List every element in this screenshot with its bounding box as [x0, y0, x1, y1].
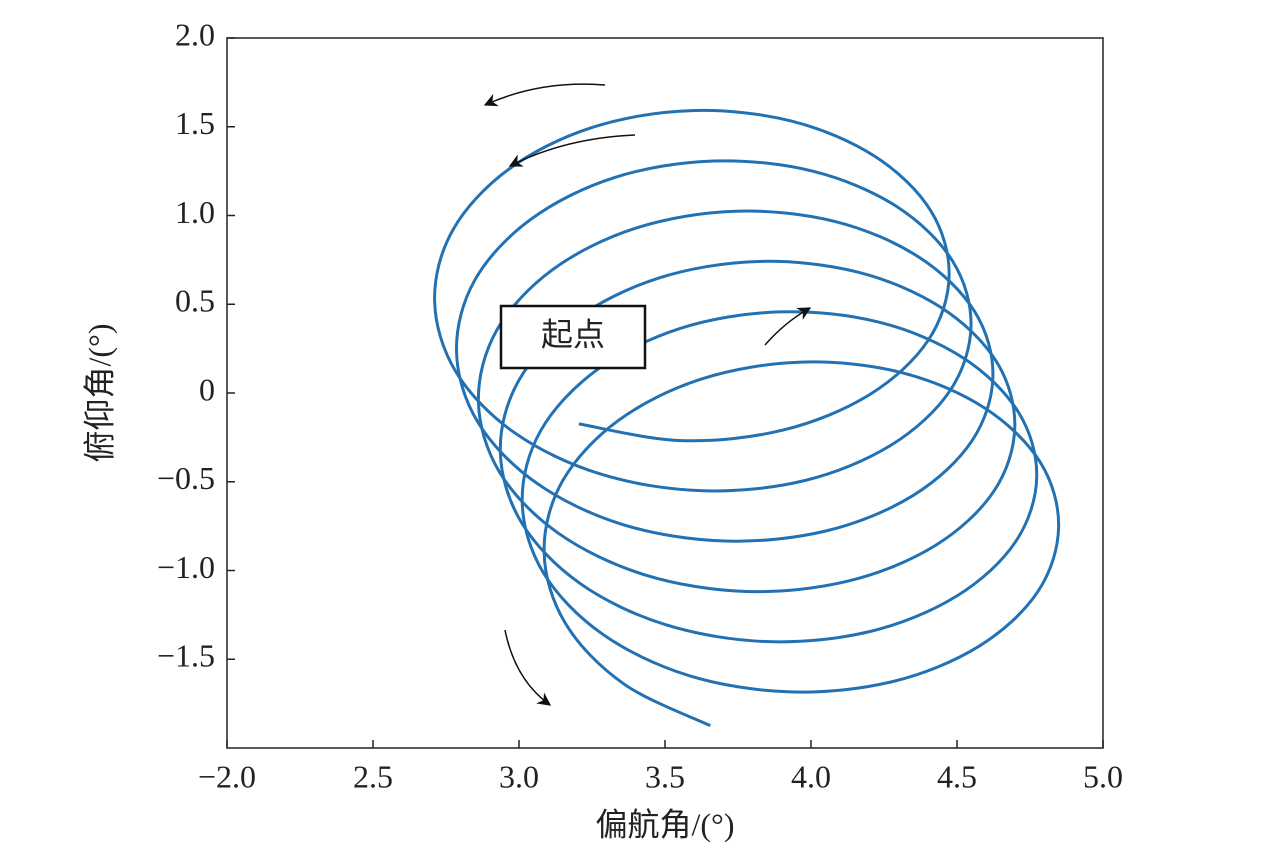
y-tick-label: 0: [199, 371, 215, 407]
x-tick-label: 3.0: [499, 758, 539, 794]
annotation-box: [499, 304, 647, 370]
y-tick-label: 0.5: [175, 283, 215, 319]
x-tick-label: 4.5: [937, 758, 977, 794]
marks: [433, 108, 1061, 727]
y-tick-label: 1.5: [175, 105, 215, 141]
x-axis-label: 偏航角/(°): [595, 806, 734, 842]
y-tick-label: 2.0: [175, 16, 215, 52]
arrow: [504, 629, 552, 706]
trajectory-line: [433, 108, 1061, 727]
x-tick-label: 3.5: [645, 758, 685, 794]
y-axis-label: 俯仰角/(°): [81, 323, 117, 462]
x-tick-label: 4.0: [791, 758, 831, 794]
annotation: 起点: [541, 316, 605, 352]
y-tick-label: −1.0: [157, 549, 215, 585]
arrow: [508, 134, 636, 167]
arrow: [764, 307, 812, 346]
x-tick-label: 5.0: [1083, 758, 1123, 794]
y-tick-label: −0.5: [157, 460, 215, 496]
x-tick-label: −2.0: [198, 758, 256, 794]
y-tick-label: −1.5: [157, 638, 215, 674]
arrow: [483, 83, 606, 107]
x-tick-label: 2.5: [353, 758, 393, 794]
y-tick-label: 1.0: [175, 194, 215, 230]
